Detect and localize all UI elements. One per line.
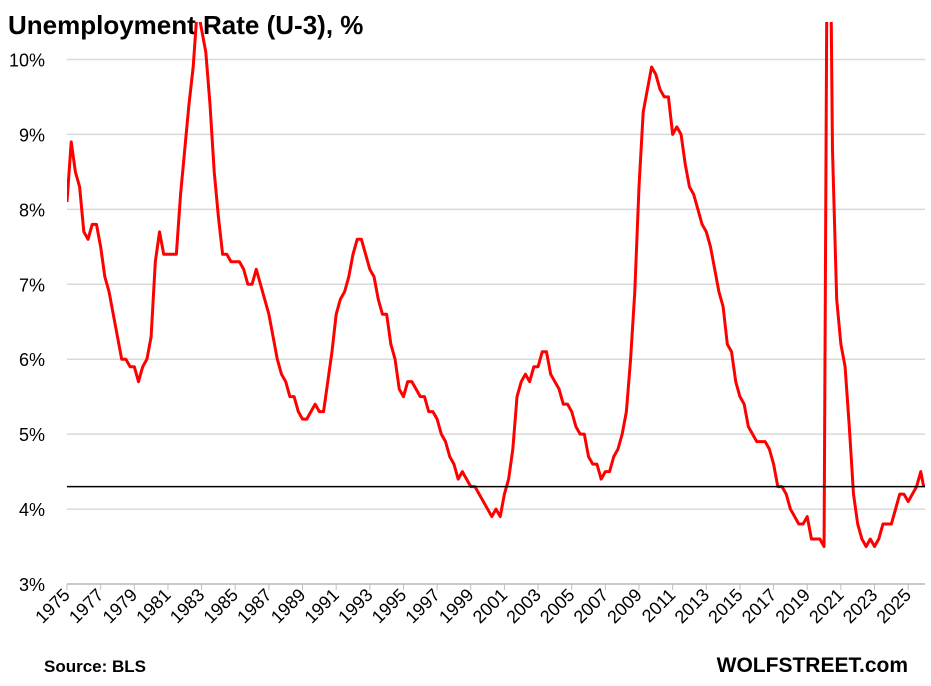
x-tick-label: 2013 — [671, 585, 713, 627]
x-tick-label: 2011 — [638, 585, 680, 627]
y-tick-label: 5% — [19, 425, 45, 445]
grid — [66, 58, 925, 590]
x-tick-label: 2005 — [536, 585, 578, 627]
x-tick-label: 2017 — [738, 585, 780, 627]
x-tick-label: 1991 — [301, 585, 343, 627]
x-tick-label: 2001 — [469, 585, 511, 627]
series-line — [67, 22, 925, 549]
x-tick-label: 2023 — [839, 585, 881, 627]
x-tick-label: 1987 — [233, 585, 275, 627]
x-tick-label: 2007 — [570, 585, 612, 627]
brand: WOLFSTREET.com — [717, 654, 908, 677]
x-tick-label: 1997 — [401, 585, 443, 627]
x-tick-label: 1979 — [99, 585, 141, 627]
y-tick-label: 3% — [19, 575, 45, 595]
plot-area — [67, 22, 925, 549]
x-tick-label: 1993 — [334, 585, 376, 627]
x-tick-label: 1977 — [65, 585, 107, 627]
y-tick-label: 8% — [19, 200, 45, 220]
chart-title: Unemployment Rate (U-3), % — [8, 10, 363, 40]
x-tick-label: 2021 — [805, 585, 847, 627]
y-tick-label: 7% — [19, 275, 45, 295]
x-tick-label: 1999 — [435, 585, 477, 627]
y-tick-label: 4% — [19, 500, 45, 520]
x-tick-label: 1989 — [267, 585, 309, 627]
x-tick-label: 1995 — [368, 585, 410, 627]
x-tick-label: 2009 — [603, 585, 645, 627]
y-tick-label: 6% — [19, 350, 45, 370]
x-tick-label: 1985 — [200, 585, 242, 627]
x-tick-label: 1983 — [166, 585, 208, 627]
x-tick-label: 1981 — [132, 585, 174, 627]
x-tick-label: 2025 — [873, 585, 915, 627]
x-tick-label: 2019 — [772, 585, 814, 627]
x-tick-label: 2015 — [704, 585, 746, 627]
y-tick-label: 10% — [9, 50, 45, 70]
y-tick-label: 9% — [19, 125, 45, 145]
x-tick-label: 2003 — [502, 585, 544, 627]
source: Source: BLS — [44, 657, 146, 676]
